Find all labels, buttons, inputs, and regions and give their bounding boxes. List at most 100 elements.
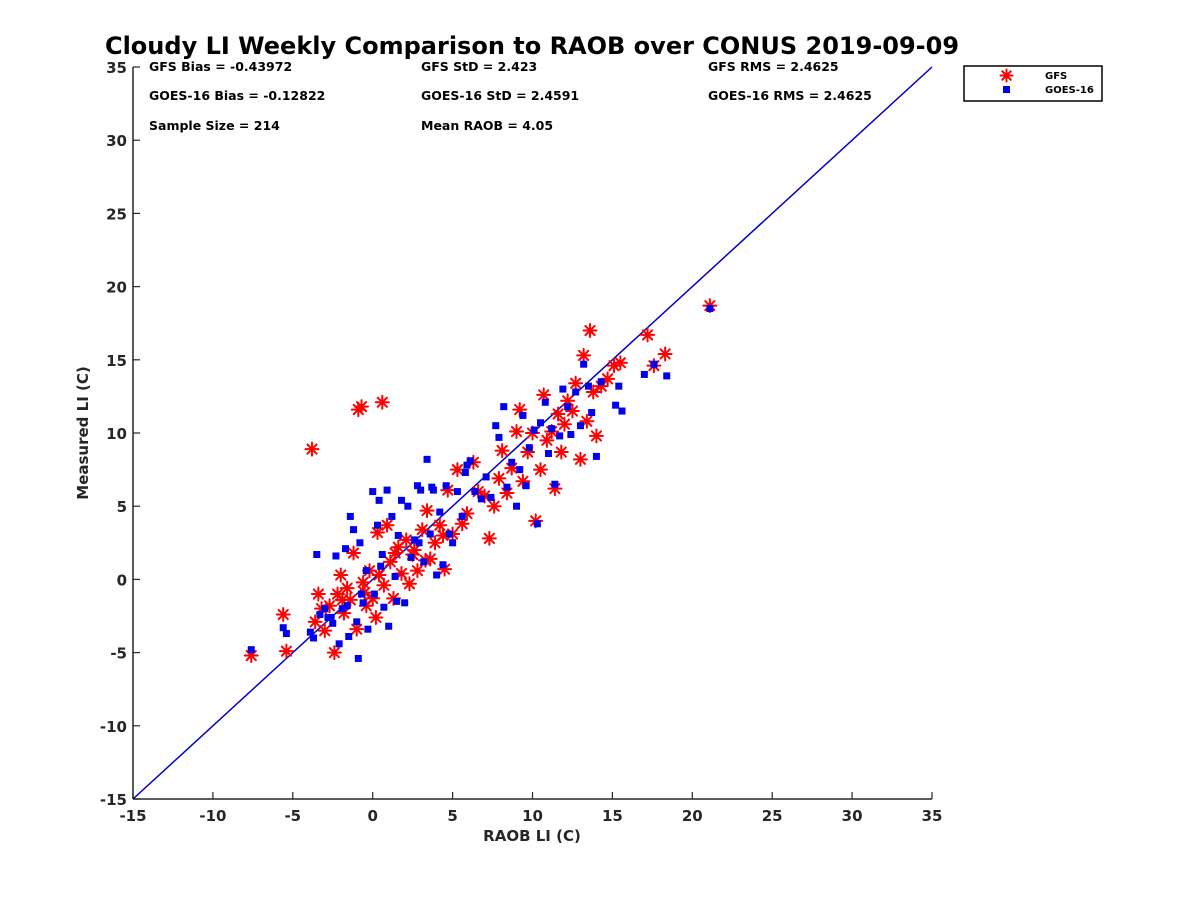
goes16-point [364, 625, 372, 633]
stat-text: Sample Size = 214 [149, 118, 280, 133]
goes16-point [426, 530, 434, 538]
gfs-point [612, 355, 628, 371]
goes16-point [439, 561, 447, 569]
stat-text: Mean RAOB = 4.05 [421, 118, 553, 133]
gfs-point [550, 406, 566, 422]
goes16-point [536, 419, 544, 427]
goes16-point [519, 411, 527, 419]
goes16-point [407, 553, 415, 561]
goes16-point [350, 526, 358, 534]
x-tick-label: 5 [447, 807, 457, 825]
y-tick-label: 35 [106, 59, 127, 77]
gfs-point [432, 517, 448, 533]
goes16-point [358, 590, 366, 598]
legend-gfs-asterisk [999, 68, 1014, 83]
goes16-point [597, 378, 605, 386]
gfs-point [579, 413, 595, 429]
gfs-point [307, 614, 323, 630]
goes16-point [370, 590, 378, 598]
goes16-point [615, 382, 623, 390]
gfs-point [333, 567, 349, 583]
y-tick-label: -5 [110, 645, 127, 663]
y-axis-ticks: -15 -10 -5 0 5 10 15 20 25 30 35 [100, 59, 140, 809]
legend-goes16-marker [1003, 86, 1010, 93]
gfs-point [582, 323, 598, 339]
goes16-point [247, 646, 255, 654]
goes16-point [525, 444, 533, 452]
goes16-point [383, 486, 391, 494]
x-tick-label: 0 [367, 807, 377, 825]
y-tick-label: 15 [106, 352, 127, 370]
goes16-point [706, 305, 714, 313]
gfs-point [532, 462, 548, 478]
goes16-point [393, 597, 401, 605]
goes16-series [247, 305, 714, 662]
gfs-point [568, 375, 584, 391]
goes16-point [541, 398, 549, 406]
goes16-point [556, 432, 564, 440]
goes16-point [329, 619, 337, 627]
gfs-point [310, 586, 326, 602]
goes16-point [576, 422, 584, 430]
goes16-point [310, 634, 318, 642]
x-tick-label: 30 [842, 807, 863, 825]
gfs-point [491, 470, 507, 486]
x-tick-label: 20 [682, 807, 703, 825]
gfs-point [556, 416, 572, 432]
goes16-point [420, 558, 428, 566]
goes16-point [369, 488, 377, 496]
gfs-point [371, 567, 387, 583]
goes16-point [516, 466, 524, 474]
gfs-point [379, 517, 395, 533]
goes16-point [313, 551, 321, 559]
stat-text: GOES-16 Bias = -0.12822 [149, 88, 325, 103]
gfs-point [368, 609, 384, 625]
goes16-point [487, 493, 495, 501]
y-tick-label: 30 [106, 132, 127, 150]
goes16-point [359, 599, 367, 607]
goes16-point [391, 572, 399, 580]
gfs-point [398, 532, 414, 548]
goes16-point [500, 403, 508, 411]
goes16-point [428, 483, 436, 491]
goes16-point [495, 433, 503, 441]
goes16-point [458, 512, 466, 520]
goes16-point [388, 512, 396, 520]
goes16-point [612, 401, 620, 409]
gfs-point [278, 643, 294, 659]
goes16-point [567, 430, 575, 438]
gfs-point [349, 621, 365, 637]
x-axis-label: RAOB LI (C) [483, 827, 581, 845]
legend-goes16-label: GOES-16 [1045, 85, 1094, 96]
goes16-point [548, 425, 556, 433]
gfs-point [657, 346, 673, 362]
goes16-point [477, 495, 485, 503]
gfs-point [588, 428, 604, 444]
goes16-point [417, 486, 425, 494]
gfs-point [275, 607, 291, 623]
stat-text: GOES-16 RMS = 2.4625 [708, 88, 872, 103]
gfs-point [449, 462, 465, 478]
gfs-point [317, 623, 333, 639]
gfs-point [509, 424, 525, 440]
legend-gfs-label: GFS [1045, 71, 1067, 82]
goes16-point [466, 457, 474, 465]
goes16-point [445, 530, 453, 538]
gfs-point [576, 347, 592, 363]
goes16-point [584, 382, 592, 390]
goes16-point [551, 480, 559, 488]
x-tick-label: -5 [284, 807, 301, 825]
goes16-point [316, 611, 324, 619]
goes16-point [544, 449, 552, 457]
gfs-point [304, 441, 320, 457]
y-axis-label: Measured LI (C) [74, 366, 92, 499]
x-axis-ticks: -15 -10 -5 0 5 10 15 20 25 30 35 [119, 792, 942, 825]
goes16-point [588, 409, 596, 417]
gfs-point [376, 577, 392, 593]
goes16-point [373, 521, 381, 529]
goes16-point [375, 496, 383, 504]
stat-text: GFS RMS = 2.4625 [708, 59, 839, 74]
y-tick-label: -15 [100, 791, 127, 809]
goes16-point [345, 632, 353, 640]
